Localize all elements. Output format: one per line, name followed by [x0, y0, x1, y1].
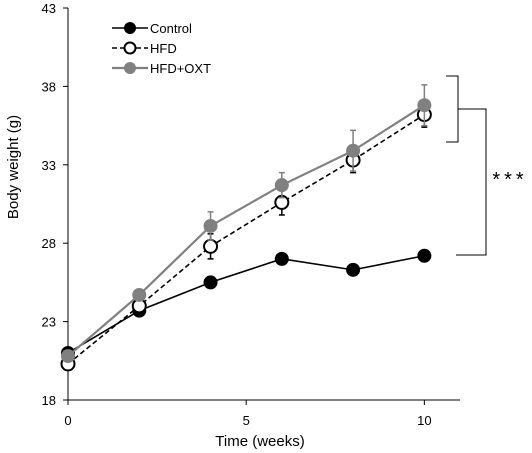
series-line — [67, 254, 425, 354]
significance-bracket — [446, 75, 487, 256]
y-axis-title: Body weight (g) — [5, 115, 22, 219]
legend-label: HFD+OXT — [150, 61, 211, 76]
series-line — [67, 104, 425, 357]
legend-marker — [124, 62, 136, 74]
legend-label: Control — [150, 21, 192, 36]
data-point — [346, 143, 361, 158]
legend-item-hfd-oxt: HFD+OXT — [112, 61, 211, 76]
x-tick-label-0: 0 — [64, 413, 71, 428]
data-point — [417, 98, 432, 113]
y-tick-label-33: 33 — [42, 158, 56, 173]
axes: 18 23 28 33 38 43 0 5 10 — [42, 1, 460, 428]
series-control — [61, 248, 432, 360]
bracket-inner — [446, 75, 459, 143]
data-point — [417, 248, 432, 263]
x-axis-title: Time (weeks) — [215, 433, 304, 450]
data-point — [346, 262, 361, 277]
significance-label: *** — [492, 169, 527, 191]
y-tick-label-38: 38 — [42, 79, 56, 94]
legend-marker — [123, 41, 137, 55]
data-point — [61, 349, 75, 364]
series-layer — [60, 84, 432, 372]
x-tick-label-5: 5 — [243, 413, 250, 428]
legend-item-hfd: HFD — [112, 41, 177, 56]
y-tick-label-43: 43 — [42, 1, 56, 16]
legend: Control HFD HFD+OXT — [112, 21, 211, 76]
legend-label: HFD — [150, 41, 177, 56]
data-point — [274, 251, 289, 266]
data-point — [132, 287, 147, 302]
data-point — [203, 275, 218, 290]
y-tick-label-18: 18 — [42, 393, 56, 408]
legend-item-control: Control — [112, 21, 192, 36]
series-line — [67, 113, 425, 365]
x-tick-label-10: 10 — [417, 413, 431, 428]
data-point — [203, 218, 218, 233]
legend-marker — [124, 22, 136, 34]
y-tick-label-23: 23 — [42, 315, 56, 330]
y-tick-label-28: 28 — [42, 236, 56, 251]
series-hfd — [60, 101, 432, 372]
bracket-outer — [456, 108, 487, 256]
data-point — [203, 238, 219, 254]
data-point — [274, 178, 289, 193]
series-hfd-oxt — [61, 84, 432, 364]
